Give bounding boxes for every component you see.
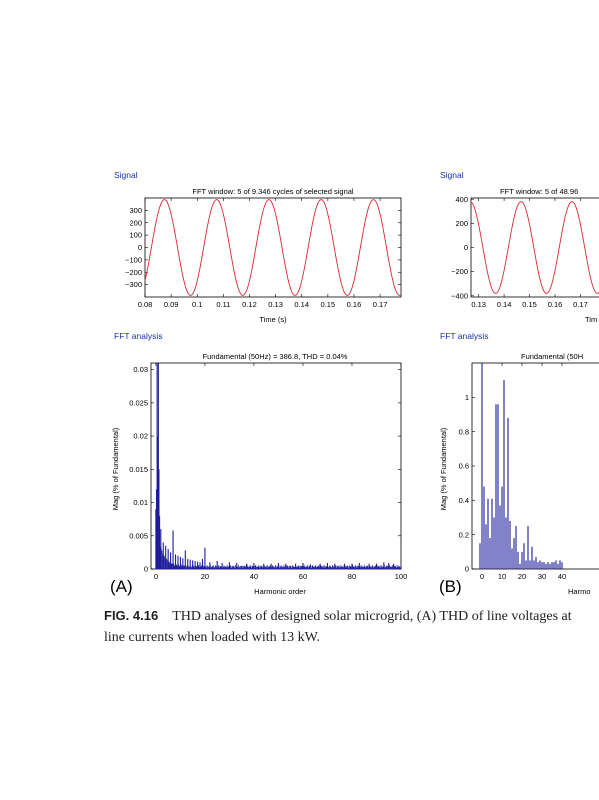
signal-chart-a-xtick-label: 0.16 [347, 300, 362, 309]
signal-chart-a-ytick-label: −100 [125, 255, 142, 264]
signal-chart-a-xtick-label: 0.15 [321, 300, 336, 309]
fft-chart-b-frame [471, 362, 599, 570]
signal-chart-a-xtick-label: 0.17 [373, 300, 388, 309]
fft-chart-a-ytick-label: 0.005 [129, 531, 148, 540]
signal-chart-a-xtick-label: 0.09 [164, 300, 179, 309]
fft-chart-b-ytick-label: 1 [465, 393, 469, 402]
signal-chart-b-xlabel: Tim [585, 315, 597, 324]
fft-chart-b: Fundamental (50H Harmo Mag (% of Fundame… [439, 352, 599, 596]
signal-chart-a: FFT window: 5 of 9.346 cycles of selecte… [125, 187, 402, 324]
signal-chart-a-ytick-label: 200 [129, 218, 142, 227]
fft-chart-a: Fundamental (50Hz) = 386.8, THD = 0.04% … [111, 352, 407, 596]
signal-chart-a-xtick-label: 0.14 [294, 300, 309, 309]
signal-chart-a-ytick-label: −200 [125, 268, 142, 277]
fft-chart-a-xtick-label: 60 [299, 572, 307, 581]
caption-label: FIG. 4.16 [104, 608, 159, 623]
fft-chart-a-xlabel: Harmonic order [254, 587, 306, 596]
fft-chart-b-ylabel: Mag (% of Fundamental) [439, 427, 448, 510]
fft-chart-a-ytick-label: 0 [144, 565, 148, 574]
signal-chart-a-xtick-label: 0.08 [138, 300, 153, 309]
signal-chart-b-ytick-label: 400 [455, 195, 468, 204]
panel-b-letter: (B) [439, 577, 462, 596]
fft-chart-b-xlabel: Harmo [568, 587, 591, 596]
fft-chart-a-ylabel: Mag (% of Fundamental) [111, 427, 120, 510]
signal-chart-a-ytick-label: 0 [138, 243, 142, 252]
fft-chart-a-xtick-label: 0 [154, 572, 158, 581]
signal-chart-b-ytick-label: 0 [464, 243, 468, 252]
fft-chart-b-xtick-label: 30 [538, 572, 546, 581]
panel-b-signal-header: Signal [440, 170, 464, 180]
fft-chart-a-ytick-label: 0.02 [133, 432, 148, 441]
signal-chart-b: FFT window: 5 of 48.96 Tim 0.13 0.14 0.15 0… [451, 187, 599, 324]
signal-chart-a-xtick-label: 0.13 [268, 300, 283, 309]
signal-chart-b-ytick-label: −400 [451, 291, 468, 300]
fft-chart-b-xtick-label: 10 [498, 572, 506, 581]
fft-chart-b-xtick-label: 40 [558, 572, 566, 581]
signal-chart-b-ytick-label: 200 [455, 219, 468, 228]
fft-chart-b-title: Fundamental (50H [521, 352, 583, 361]
signal-chart-b-xtick-label: 0.16 [548, 300, 563, 309]
fft-chart-a-xtick-label: 20 [201, 572, 209, 581]
fft-chart-a-xtick-label: 40 [250, 572, 258, 581]
fft-chart-a-ytick-label: 0.015 [129, 465, 148, 474]
fft-chart-a-xtick-label: 100 [395, 572, 408, 581]
panel-a-signal-header: Signal [114, 170, 138, 180]
signal-chart-a-title: FFT window: 5 of 9.346 cycles of selecte… [192, 187, 354, 196]
fft-chart-a-ytick-label: 0.025 [129, 398, 148, 407]
fft-chart-b-xtick-label: 20 [518, 572, 526, 581]
fft-chart-a-ytick-label: 0.01 [133, 498, 148, 507]
signal-chart-b-xtick-label: 0.13 [471, 300, 486, 309]
caption-text-line2: line currents when loaded with 13 kW. [104, 630, 321, 645]
signal-chart-b-ytick-label: −200 [451, 267, 468, 276]
signal-chart-b-title: FFT window: 5 of 48.96 [500, 187, 578, 196]
fft-chart-a-xtick-label: 80 [348, 572, 356, 581]
signal-chart-a-ytick-label: 100 [129, 231, 142, 240]
fft-chart-b-ytick-label: 0 [465, 565, 469, 574]
signal-chart-a-frame [144, 197, 402, 298]
fft-chart-b-xtick-label: 0 [480, 572, 484, 581]
signal-chart-a-xtick-label: 0.1 [192, 300, 202, 309]
panel-b-fft-header: FFT analysis [440, 331, 489, 341]
fft-chart-b-ytick-label: 0.4 [459, 496, 469, 505]
panel-a-letter: (A) [110, 577, 133, 596]
signal-chart-a-series-line [144, 199, 402, 296]
fft-chart-b-ytick-label: 0.8 [459, 427, 469, 436]
fft-chart-b-ytick-label: 0.2 [459, 530, 469, 539]
fft-chart-b-ytick-label: 0.6 [459, 462, 469, 471]
signal-chart-b-series-line [470, 201, 599, 294]
signal-chart-b-xtick-label: 0.17 [573, 300, 588, 309]
fft-chart-a-frame [150, 362, 402, 570]
signal-chart-b-xtick-label: 0.15 [522, 300, 537, 309]
signal-chart-a-xtick-label: 0.12 [242, 300, 257, 309]
figure-caption: FIG. 4.16 THD analyses of designed solar… [104, 605, 599, 648]
caption-text: THD analyses of designed solar microgrid… [172, 609, 572, 624]
signal-chart-a-ytick-label: 300 [129, 206, 142, 215]
signal-chart-a-xlabel: Time (s) [259, 315, 287, 324]
signal-chart-a-xtick-label: 0.11 [216, 300, 230, 309]
panel-a-fft-header: FFT analysis [114, 331, 163, 341]
signal-chart-b-xtick-label: 0.14 [497, 300, 512, 309]
fft-chart-a-title: Fundamental (50Hz) = 386.8, THD = 0.04% [203, 352, 348, 361]
signal-chart-a-ytick-label: −300 [125, 280, 142, 289]
fft-chart-a-ytick-label: 0.03 [133, 365, 148, 374]
